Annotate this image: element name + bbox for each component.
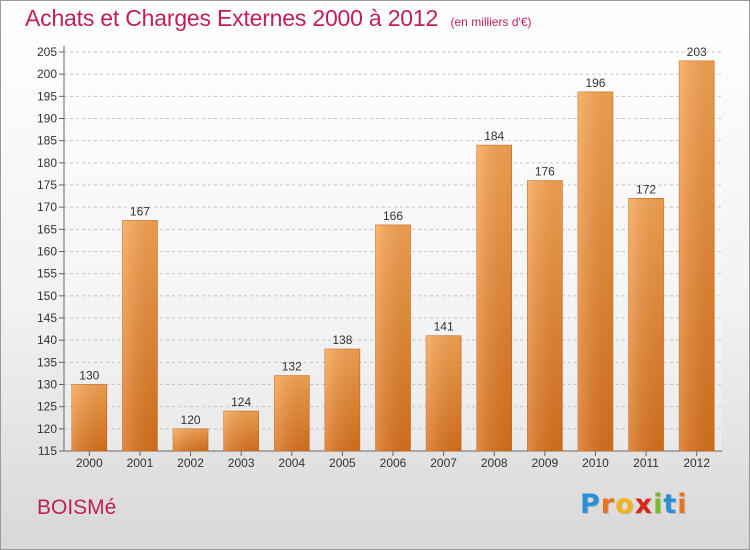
bar-shine-2006 (375, 224, 411, 451)
bar-shine-2010 (577, 91, 613, 452)
value-label-2004: 132 (282, 360, 302, 374)
logo-letter: t (663, 489, 678, 520)
y-tick-label: 115 (38, 444, 57, 458)
title-row: Achats et Charges Externes 2000 à 2012 (… (25, 5, 532, 32)
value-label-2009: 176 (535, 165, 555, 179)
y-tick-label: 120 (37, 422, 57, 436)
bar-shine-2009 (527, 180, 563, 452)
value-label-2006: 166 (383, 209, 403, 223)
bar-shine-2004 (274, 375, 310, 451)
y-tick-label: 140 (37, 333, 57, 347)
y-tick-label: 195 (37, 89, 57, 103)
bar-shine-2008 (476, 145, 512, 451)
logo-letter: i (677, 489, 688, 520)
y-tick-label: 130 (37, 378, 57, 392)
value-label-2010: 196 (585, 76, 605, 90)
y-tick-label: 170 (37, 200, 57, 214)
y-tick-label: 135 (37, 355, 57, 369)
chart-subtitle: (en milliers d'€) (450, 15, 532, 29)
x-tick-label-2007: 2007 (430, 456, 457, 470)
value-label-2012: 203 (687, 45, 707, 59)
x-tick-label-2000: 2000 (76, 456, 103, 470)
y-tick-label: 145 (37, 311, 57, 325)
y-tick-label: 125 (37, 400, 57, 414)
x-tick-label-2001: 2001 (127, 456, 154, 470)
y-tick-label: 160 (37, 245, 57, 259)
bar-shine-2005 (324, 349, 360, 451)
bar-shine-2002 (173, 428, 209, 451)
x-tick-label-2010: 2010 (582, 456, 609, 470)
y-tick-label: 150 (37, 289, 57, 303)
x-tick-label-2008: 2008 (481, 456, 508, 470)
place-name: BOISMé (37, 496, 117, 519)
y-tick-label: 200 (37, 67, 57, 81)
y-tick-label: 190 (37, 112, 57, 126)
bar-shine-2000 (71, 384, 107, 451)
value-label-2008: 184 (484, 129, 504, 143)
logo-letter: P (580, 489, 601, 520)
x-tick-label-2006: 2006 (380, 456, 407, 470)
logo-letter: o (615, 489, 635, 520)
bar-shine-2012 (679, 60, 715, 451)
y-tick-label: 165 (37, 222, 57, 236)
value-label-2003: 124 (231, 395, 251, 409)
logo-letter: r (600, 489, 616, 520)
value-label-2002: 120 (181, 413, 201, 427)
bar-shine-2003 (223, 411, 259, 451)
value-label-2007: 141 (434, 320, 454, 334)
value-label-2001: 167 (130, 204, 150, 218)
value-label-2000: 130 (79, 369, 99, 383)
value-label-2011: 172 (636, 182, 656, 196)
y-tick-label: 155 (37, 267, 57, 281)
x-tick-label-2005: 2005 (329, 456, 356, 470)
x-tick-label-2004: 2004 (278, 456, 305, 470)
x-tick-label-2002: 2002 (177, 456, 204, 470)
x-tick-label-2003: 2003 (228, 456, 255, 470)
logo-letter: x (634, 489, 654, 520)
y-tick-label: 185 (37, 134, 57, 148)
y-tick-label: 175 (37, 178, 57, 192)
bar-shine-2001 (122, 220, 158, 451)
chart-title: Achats et Charges Externes 2000 à 2012 (25, 5, 439, 31)
bar-shine-2007 (426, 335, 462, 451)
y-tick-label: 205 (37, 45, 57, 59)
proxiti-logo: Proxiti (580, 489, 688, 520)
x-tick-label-2009: 2009 (531, 456, 558, 470)
value-label-2005: 138 (332, 333, 352, 347)
bar-layer (71, 60, 715, 452)
bar-shine-2011 (628, 198, 664, 451)
x-tick-label-2012: 2012 (683, 456, 710, 470)
logo-letter: i (653, 489, 664, 520)
y-tick-label: 180 (37, 156, 57, 170)
x-tick-label-2011: 2011 (633, 456, 659, 470)
label-layer: 130 2000 167 2001 120 2002 124 2003 132 2004 138 20… (76, 45, 710, 470)
